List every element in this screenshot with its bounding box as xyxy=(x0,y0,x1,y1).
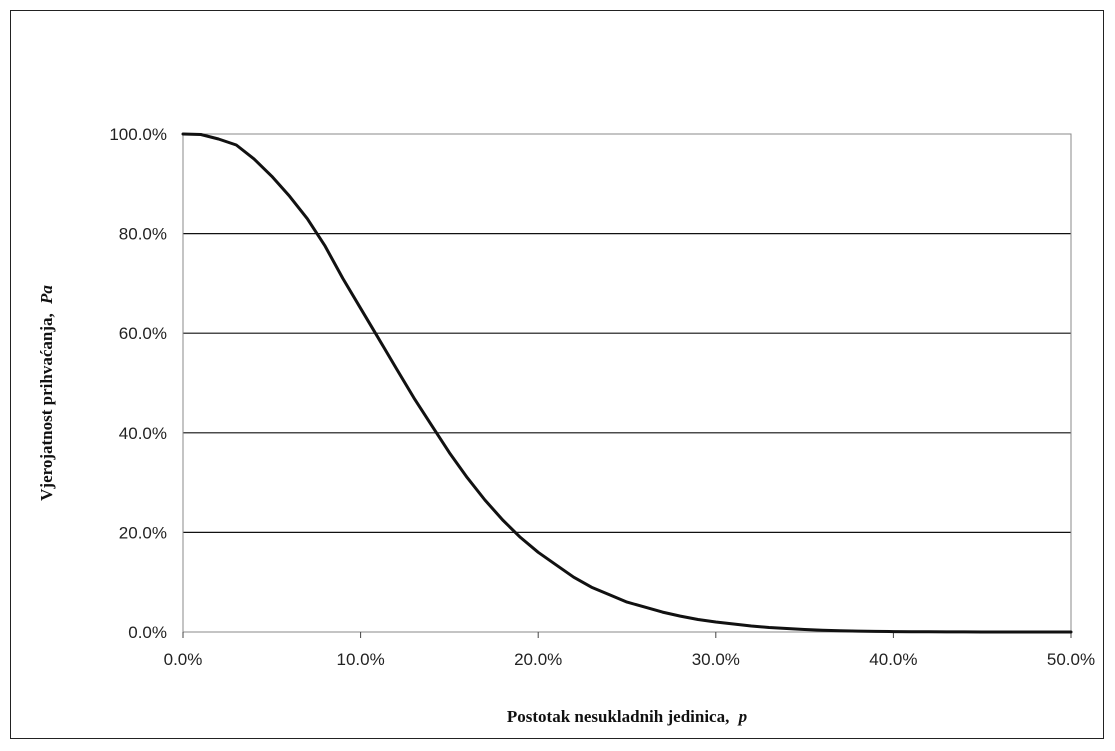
y-tick-label: 60.0% xyxy=(119,324,167,343)
y-tick-label: 100.0% xyxy=(109,125,167,144)
y-axis-title-var: Pa xyxy=(37,285,56,305)
x-tick-label: 0.0% xyxy=(164,650,203,669)
x-tick-label: 40.0% xyxy=(869,650,917,669)
y-tick-labels: 0.0% 20.0% 40.0% 60.0% 80.0% 100.0% xyxy=(109,125,167,642)
chart-frame xyxy=(10,10,1104,739)
y-tick-label: 40.0% xyxy=(119,424,167,443)
x-tick-label: 10.0% xyxy=(336,650,384,669)
x-tick-labels: 0.0% 10.0% 20.0% 30.0% 40.0% 50.0% xyxy=(164,650,1095,669)
y-tick-label: 80.0% xyxy=(119,225,167,244)
x-axis-title-var: p xyxy=(737,707,748,726)
series-line xyxy=(181,132,1073,634)
y-tick-label: 0.0% xyxy=(128,623,167,642)
y-tick-label: 20.0% xyxy=(119,523,167,542)
y-axis-title: Vjerojatnost prihvaćanja, Pa xyxy=(37,285,56,501)
plot-area xyxy=(182,133,1072,633)
x-axis-title: Postotak nesukladnih jedinica, p xyxy=(507,707,747,726)
x-axis-title-text: Postotak nesukladnih jedinica, xyxy=(507,707,729,726)
y-axis-title-text: Vjerojatnost prihvaćanja, xyxy=(37,313,56,501)
x-tick-label: 20.0% xyxy=(514,650,562,669)
x-tick-label: 50.0% xyxy=(1047,650,1095,669)
x-tick-label: 30.0% xyxy=(692,650,740,669)
gridlines xyxy=(183,233,1071,534)
